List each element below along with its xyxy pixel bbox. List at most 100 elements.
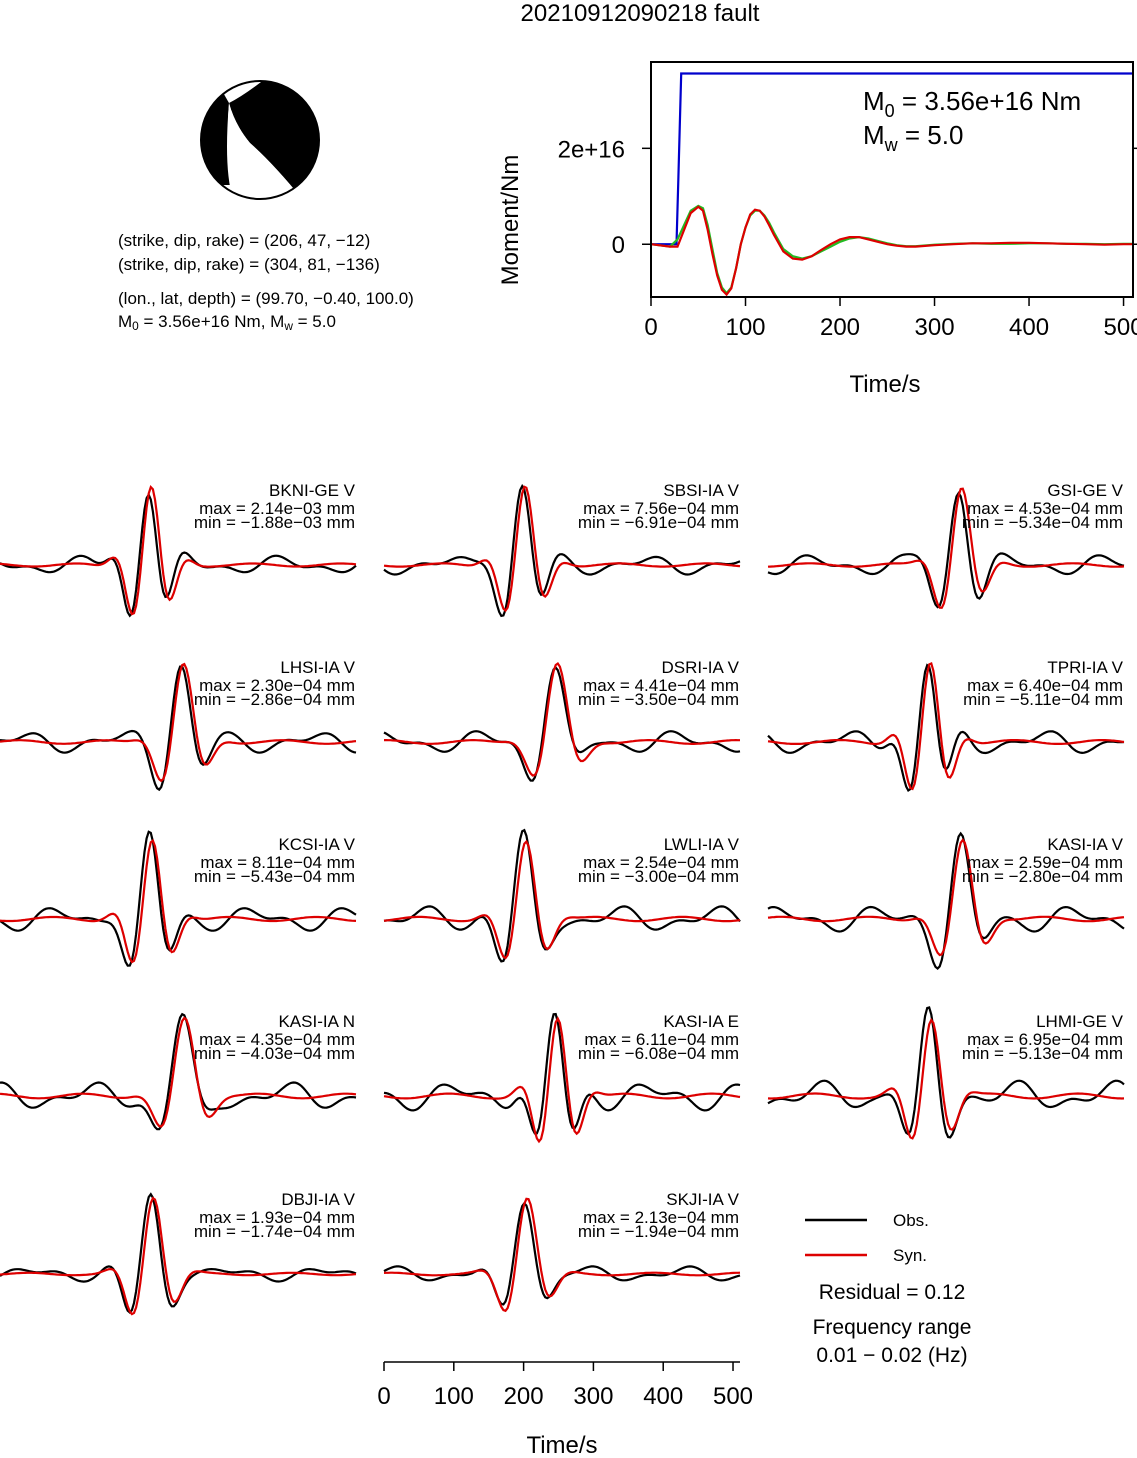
station-name: KASI-IA V [1047,835,1123,854]
station-min: min = −1.94e−04 mm [578,1222,739,1241]
residual-text: Residual = 0.12 [819,1281,966,1304]
moment-ylabel: Moment/Nm [497,155,524,286]
synthetic-trace [767,487,1125,609]
moment-ytick-label: 0 [612,232,625,259]
station-max: max = 4.53e−04 mm [967,499,1123,518]
synthetic-trace [0,485,357,616]
synthetic-trace [767,661,1125,791]
moment-xtick-label: 300 [915,314,955,341]
moment-ytick-label: 2e+16 [558,136,625,163]
moment-xtick-label: 500 [1104,314,1137,341]
moment-xtick-label: 0 [644,314,657,341]
station-min: min = −6.91e−04 mm [578,513,739,532]
waveform-xtick-label: 100 [434,1383,474,1410]
station-min: min = −6.08e−04 mm [578,1044,739,1063]
station-min: min = −3.50e−04 mm [578,690,739,709]
station-name: LHSI-IA V [280,658,355,677]
station-name: KCSI-IA V [278,835,355,854]
moment-series-2 [651,205,1133,297]
synthetic-trace [383,1197,741,1313]
station-max: max = 6.40e−04 mm [967,676,1123,695]
station-max: max = 7.56e−04 mm [583,499,739,518]
synthetic-trace [384,661,740,777]
waveform-xtick-label: 200 [504,1383,544,1410]
observed-trace [767,831,1125,970]
station-max: max = 2.59e−04 mm [967,853,1123,872]
synthetic-trace [0,838,357,964]
moment-xtick-label: 200 [820,314,860,341]
station-max: max = 6.11e−04 mm [584,1030,739,1049]
station-max: max = 1.93e−04 mm [199,1208,355,1227]
frequency-title: Frequency range [813,1316,972,1339]
synthetic-trace [767,838,1125,957]
observed-trace [383,1012,741,1135]
waveform-xlabel: Time/s [526,1432,597,1458]
frequency-range: 0.01 − 0.02 (Hz) [816,1344,967,1367]
moment-xlabel: Time/s [849,371,920,398]
station-max: max = 2.54e−04 mm [583,853,739,872]
synthetic-trace [0,662,357,783]
moment-xtick-label: 100 [725,314,765,341]
beachball-icon [200,80,320,200]
station-min: min = −5.43e−04 mm [194,867,355,886]
station-name: DBJI-IA V [281,1190,355,1209]
location-line: (lon., lat, depth) = (99.70, −0.40, 100.… [118,289,414,308]
station-name: DSRI-IA V [662,658,740,677]
moment-annot-m0: M0 = 3.56e+16 Nm [863,86,1081,121]
synthetic-trace [383,1016,741,1144]
observed-trace [0,492,357,618]
station-max: max = 4.35e−04 mm [199,1030,355,1049]
station-max: max = 2.13e−04 mm [583,1208,739,1227]
station-min: min = −5.34e−04 mm [962,513,1123,532]
waveform-xtick-label: 400 [643,1383,683,1410]
moment-series-1 [651,204,1133,295]
station-min: min = −4.03e−04 mm [194,1044,355,1063]
moment-series-0 [651,72,1133,246]
moment-frame [650,61,1134,298]
synthetic-trace [383,839,741,960]
nodal-plane-2: (strike, dip, rake) = (304, 81, −136) [118,255,380,274]
station-name: TPRI-IA V [1047,658,1123,677]
station-min: min = −3.00e−04 mm [578,867,739,886]
station-max: max = 8.11e−04 mm [200,853,355,872]
observed-trace [383,666,741,782]
moment-annot-mw: Mw = 5.0 [863,120,963,155]
station-name: SBSI-IA V [663,481,739,500]
synthetic-trace [0,1196,357,1316]
moment-xtick-label: 400 [1009,314,1049,341]
station-max: max = 4.41e−04 mm [583,676,739,695]
station-name: BKNI-GE V [269,481,356,500]
legend-syn: Syn. [893,1246,927,1265]
observed-trace [0,830,357,967]
moment-line: M0 = 3.56e+16 Nm, Mw = 5.0 [118,312,336,333]
station-max: max = 6.95e−04 mm [967,1030,1123,1049]
waveform-xtick-label: 0 [377,1383,390,1410]
station-name: LHMI-GE V [1036,1012,1124,1031]
station-name: LWLI-IA V [664,835,740,854]
station-name: KASI-IA E [663,1012,739,1031]
station-min: min = −1.88e−03 mm [194,513,355,532]
station-name: KASI-IA N [278,1012,355,1031]
page-title: 20210912090218 fault [520,0,760,27]
station-max: max = 2.30e−04 mm [199,676,355,695]
synthetic-trace [383,485,741,613]
station-name: SKJI-IA V [666,1190,739,1209]
station-name: GSI-GE V [1047,481,1123,500]
synthetic-trace [0,1016,357,1128]
